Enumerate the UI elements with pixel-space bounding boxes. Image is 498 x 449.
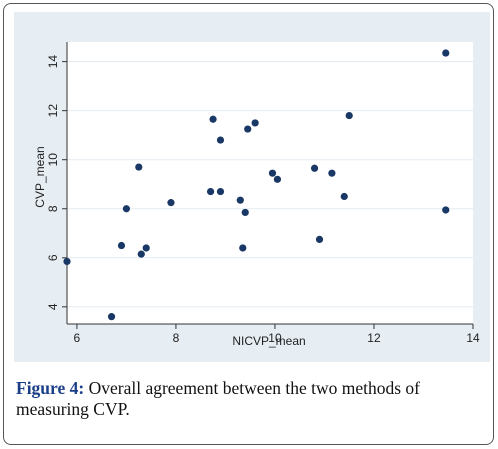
data-points (63, 49, 450, 321)
y-tick-label: 6 (46, 254, 60, 261)
data-point (135, 163, 143, 171)
data-point (122, 205, 131, 213)
plot-area (67, 42, 473, 324)
data-point (244, 125, 252, 133)
data-point (142, 244, 150, 252)
x-tick-label: 8 (173, 331, 180, 345)
data-point (236, 196, 244, 204)
data-point (442, 49, 450, 57)
data-point (63, 257, 71, 266)
y-tick-label: 8 (46, 205, 60, 212)
data-point (167, 199, 175, 207)
figure-frame: 6 8 10 12 14 4 6 8 10 12 14 NICVP_mean CVP_mean Fi… (3, 3, 494, 445)
axes: 6 8 10 12 14 4 6 8 10 12 14 (46, 42, 480, 345)
x-tick-label: 6 (74, 331, 81, 345)
x-tick-label: 14 (466, 331, 480, 345)
data-point (216, 187, 225, 196)
y-axis-label: CVP_mean (33, 146, 47, 207)
data-point (206, 187, 215, 196)
y-tick-label: 4 (46, 303, 60, 310)
data-point (315, 235, 324, 243)
data-point (328, 169, 336, 177)
x-axis-label: NICVP_mean (232, 334, 305, 348)
data-point (268, 169, 277, 177)
data-point (273, 175, 282, 183)
chart-panel: 6 8 10 12 14 4 6 8 10 12 14 NICVP_mean CVP_mean (14, 12, 490, 362)
grid-lines (67, 61, 473, 308)
data-point (442, 206, 450, 214)
x-tick-label: 10 (268, 331, 282, 345)
data-point (340, 192, 348, 201)
data-point (241, 208, 249, 217)
y-tick-label: 14 (46, 55, 60, 69)
data-point (209, 115, 217, 123)
y-tick-label: 12 (46, 104, 60, 118)
figure-caption: Figure 4: Overall agreement between the … (16, 378, 488, 420)
data-point (310, 164, 319, 172)
y-tick-label: 10 (46, 153, 60, 167)
data-point (137, 250, 145, 258)
scatter-chart: 6 8 10 12 14 4 6 8 10 12 14 NICVP_mean CVP_mean (33, 42, 480, 348)
data-point (107, 313, 116, 321)
data-point (345, 111, 353, 120)
caption-text: Overall agreement between the two method… (16, 378, 420, 419)
data-point (117, 241, 126, 250)
caption-label: Figure 4: (16, 378, 85, 398)
data-point (251, 119, 259, 127)
data-point (239, 244, 247, 252)
x-tick-label: 12 (367, 331, 381, 345)
data-point (216, 136, 225, 144)
